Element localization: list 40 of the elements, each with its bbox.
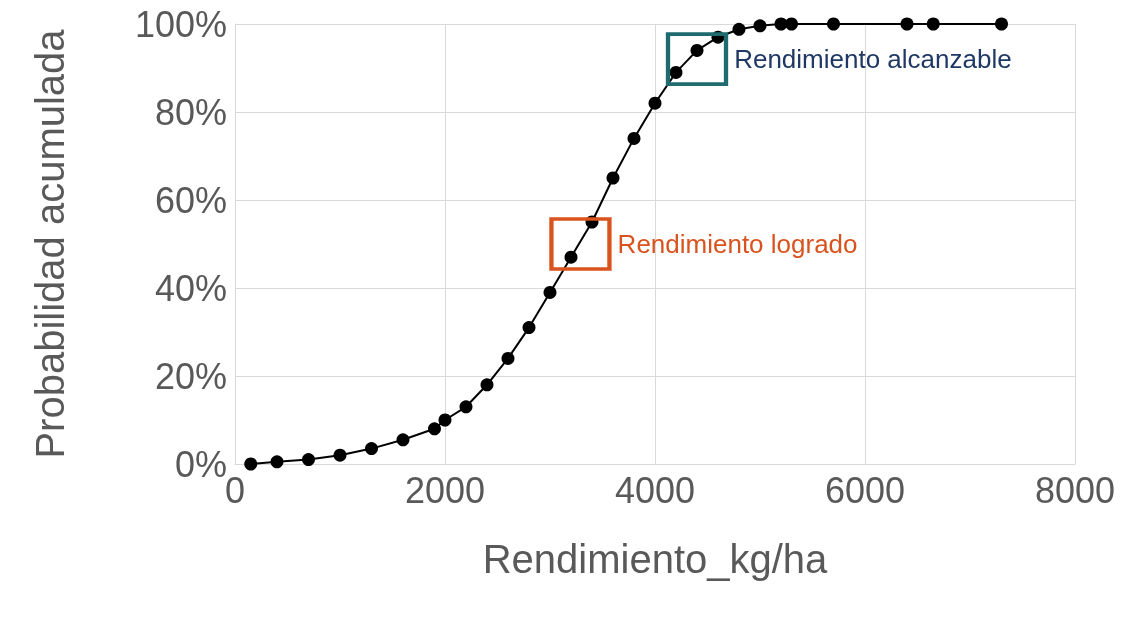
point: [785, 17, 798, 31]
point: [995, 17, 1008, 31]
point: [900, 17, 914, 31]
y-tick-label: 0%: [174, 443, 227, 485]
point: [438, 413, 452, 427]
point: [270, 455, 284, 469]
y-tick-label: 100%: [134, 3, 227, 45]
y-tick-label: 60%: [154, 179, 227, 221]
point: [627, 131, 641, 145]
point: [501, 351, 515, 365]
point: [732, 22, 746, 36]
x-tick-label: 4000: [614, 469, 696, 511]
point: [428, 422, 441, 436]
point: [753, 19, 767, 33]
point: [302, 453, 315, 467]
x-tick-label: 6000: [824, 469, 906, 511]
y-axis-title: Probabilidad acumulada: [28, 28, 72, 459]
point: [333, 448, 347, 462]
point: [396, 433, 410, 447]
point: [606, 171, 620, 185]
y-tick-label: 40%: [154, 267, 227, 309]
x-tick-label: 2000: [404, 469, 486, 511]
point: [459, 400, 473, 414]
point: [365, 442, 378, 456]
point: [926, 17, 940, 31]
annotation: Rendimiento logrado: [617, 229, 858, 259]
y-tick-label: 20%: [154, 355, 227, 397]
point: [564, 250, 578, 264]
point: [648, 96, 662, 110]
point: [690, 43, 704, 57]
x-axis-title: Rendimiento_kg/ha: [482, 537, 829, 581]
point: [827, 17, 840, 31]
point: [522, 321, 536, 335]
y-tick-label: 80%: [154, 91, 227, 133]
point: [669, 65, 683, 79]
point: [244, 457, 258, 471]
point: [543, 285, 557, 299]
x-tick-label: 8000: [1034, 469, 1116, 511]
annotation: Rendimiento alcanzable: [734, 44, 1012, 75]
point: [480, 378, 494, 392]
